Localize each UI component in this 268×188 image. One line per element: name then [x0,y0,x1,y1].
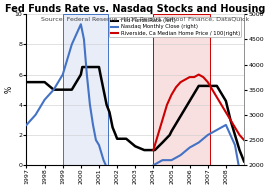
Bar [63,14,108,165]
Legend: Fed Funds Rate (left), Nasdaq Monthly Close (right), Riverside, Ca Median Home P: Fed Funds Rate (left), Nasdaq Monthly Cl… [109,17,241,37]
Text: Source: Federal Reserve - H.15 Report, Yahoo! Finance, DataQuick: Source: Federal Reserve - H.15 Report, Y… [40,17,249,22]
Title: Fed Funds Rate vs. Nasdaq Stocks and Housing: Fed Funds Rate vs. Nasdaq Stocks and Hou… [5,4,265,14]
Bar [153,14,210,165]
Y-axis label: %: % [4,86,13,93]
Bar [63,14,108,165]
Bar [153,14,210,165]
